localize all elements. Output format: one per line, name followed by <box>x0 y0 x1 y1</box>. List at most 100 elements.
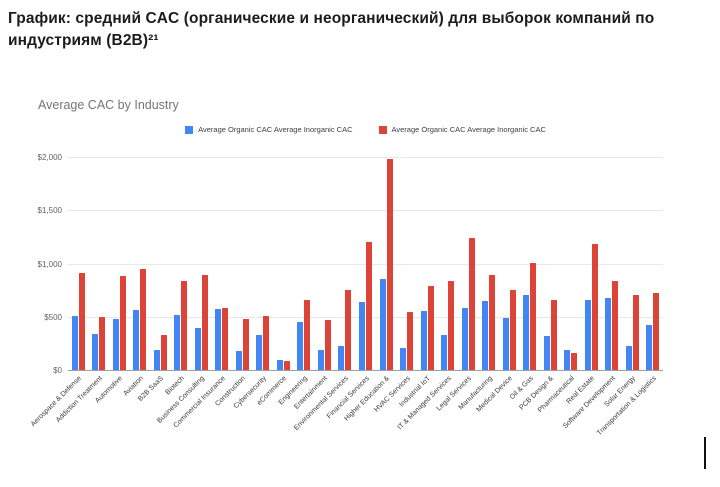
bar-inorganic <box>345 290 352 370</box>
bar-organic <box>605 298 612 370</box>
bar-organic <box>174 315 181 370</box>
bar-organic <box>400 348 407 370</box>
bar-inorganic <box>489 275 496 370</box>
bar-inorganic <box>550 300 557 370</box>
bar-inorganic <box>530 263 537 370</box>
bar-organic <box>625 346 632 370</box>
bar-inorganic <box>324 320 331 370</box>
bar-group <box>89 157 110 370</box>
bar-organic <box>543 336 550 370</box>
bar-inorganic <box>201 275 208 370</box>
bar-group <box>519 157 540 370</box>
bar-organic <box>133 310 140 370</box>
bar-organic <box>215 309 222 370</box>
bar-organic <box>92 334 99 370</box>
bar-organic <box>297 322 304 370</box>
bar-group <box>499 157 520 370</box>
bar-inorganic <box>653 293 660 370</box>
bar-inorganic <box>571 353 578 370</box>
text-cursor <box>704 437 706 469</box>
bar-group <box>314 157 335 370</box>
bar-organic <box>502 318 509 370</box>
bar-group <box>232 157 253 370</box>
document-title: График: средний CAC (органические и неор… <box>8 8 712 52</box>
bar-organic <box>441 335 448 370</box>
plot-area <box>68 157 663 371</box>
document-title-line1: График: средний CAC (органические и неор… <box>8 10 655 27</box>
bar-group <box>642 157 663 370</box>
bar-inorganic <box>263 316 270 370</box>
bar-inorganic <box>612 281 619 370</box>
bar-group <box>437 157 458 370</box>
bar-group <box>376 157 397 370</box>
bar-group <box>560 157 581 370</box>
legend-swatch-inorganic <box>378 125 387 134</box>
legend-item-inorganic: Average Organic CAC Average Inorganic CA… <box>378 125 546 134</box>
bar-group <box>273 157 294 370</box>
bar-group <box>191 157 212 370</box>
bar-inorganic <box>242 319 249 370</box>
bar-group <box>171 157 192 370</box>
y-tick-label: $2,000 <box>37 153 62 162</box>
bar-group <box>417 157 438 370</box>
bar-group <box>150 157 171 370</box>
bar-organic <box>379 279 386 370</box>
cac-bar-chart[interactable]: Average CAC by Industry Average Organic … <box>0 88 720 473</box>
bar-organic <box>420 311 427 370</box>
bar-organic <box>358 302 365 370</box>
bar-group <box>253 157 274 370</box>
bar-inorganic <box>283 361 290 370</box>
bar-group <box>335 157 356 370</box>
bar-organic <box>461 308 468 370</box>
bar-group <box>68 157 89 370</box>
y-tick-label: $500 <box>44 312 62 322</box>
bar-inorganic <box>99 317 106 370</box>
bar-organic <box>338 346 345 370</box>
bar-group <box>581 157 602 370</box>
bar-organic <box>276 360 283 370</box>
bar-group <box>478 157 499 370</box>
bar-group <box>540 157 561 370</box>
bar-inorganic <box>78 273 85 370</box>
bar-inorganic <box>140 269 147 370</box>
bar-inorganic <box>448 281 455 370</box>
x-axis-baseline <box>68 370 663 371</box>
gridline <box>68 210 663 212</box>
gridline <box>68 316 663 318</box>
chart-legend: Average Organic CAC Average Inorganic CA… <box>68 125 663 134</box>
bar-organic <box>564 350 571 370</box>
gridline <box>68 157 663 158</box>
document-title-line2: индустриям (B2B)²¹ <box>8 32 159 49</box>
bar-organic <box>256 335 263 370</box>
bar-inorganic <box>160 335 167 370</box>
y-tick-label: $1,000 <box>37 259 62 269</box>
chart-title: Average CAC by Industry <box>38 98 179 112</box>
bar-inorganic <box>181 281 188 370</box>
bar-group <box>396 157 417 370</box>
bar-organic <box>194 328 201 370</box>
bar-inorganic <box>304 300 311 370</box>
bar-organic <box>584 300 591 370</box>
bar-inorganic <box>632 295 639 370</box>
y-tick-label: $0 <box>53 366 62 375</box>
bar-inorganic <box>386 159 393 370</box>
gridline <box>68 263 663 265</box>
bar-group <box>109 157 130 370</box>
bar-organic <box>235 351 242 370</box>
bar-inorganic <box>509 290 516 370</box>
bar-group <box>458 157 479 370</box>
legend-label: Average Organic CAC Average Inorganic CA… <box>198 125 353 134</box>
x-axis-labels: Aerospace & Defense Addiction Treatment Au… <box>30 372 663 472</box>
bar-organic <box>482 301 489 370</box>
bar-organic <box>317 350 324 370</box>
legend-item-organic: Average Organic CAC Average Inorganic CA… <box>185 125 353 134</box>
bar-organic <box>646 325 653 370</box>
bar-group <box>130 157 151 370</box>
y-tick-label: $1,500 <box>37 206 62 216</box>
legend-label: Average Organic CAC Average Inorganic CA… <box>391 125 546 134</box>
bar-inorganic <box>222 308 229 370</box>
bar-group <box>622 157 643 370</box>
bar-group <box>294 157 315 370</box>
bar-organic <box>523 295 530 370</box>
bar-organic <box>71 316 78 370</box>
